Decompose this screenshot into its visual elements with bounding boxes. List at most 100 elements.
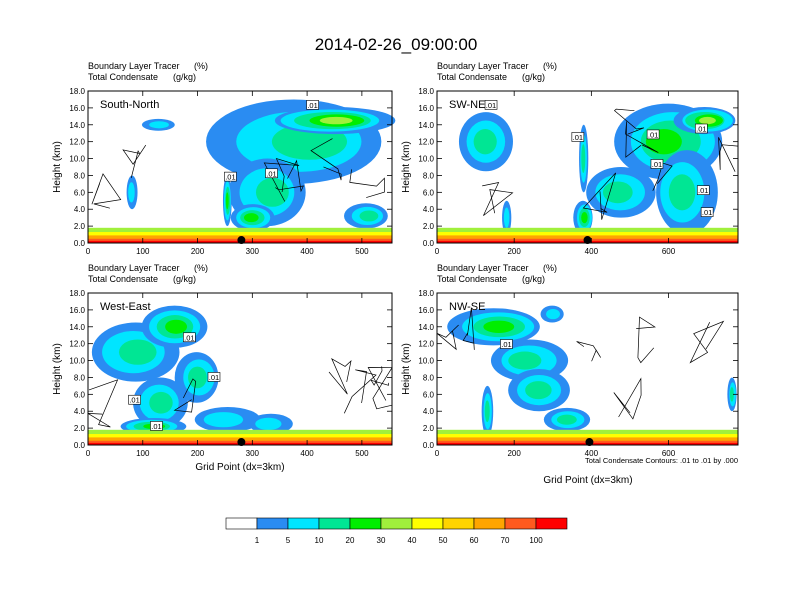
colorbar-swatch: [318, 517, 351, 530]
y-tick-label: 18.0: [418, 87, 434, 96]
y-tick-label: 16.0: [69, 306, 85, 315]
y-tick-label: 10.0: [418, 357, 434, 366]
tracer-shading: [126, 99, 396, 232]
contour-line: [718, 137, 739, 172]
tracer-shading: [458, 103, 736, 235]
contour-label-3: Total Condensate: [88, 274, 158, 284]
y-tick-label: 0.0: [423, 239, 435, 248]
contour-line: [91, 173, 122, 209]
panel-name: West-East: [100, 301, 151, 313]
shading-label-1: Boundary Layer Tracer: [88, 61, 180, 71]
y-tick-label: 18.0: [418, 289, 434, 298]
contour-label: .01: [698, 186, 708, 195]
tracer-cell: [484, 400, 490, 423]
contour-line: [582, 172, 617, 220]
y-tick-label: 4.0: [423, 205, 435, 214]
contour-line: [122, 144, 147, 179]
x-tick-label: 200: [191, 449, 205, 458]
y-tick-label: 12.0: [69, 340, 85, 349]
tracer-cell: [359, 210, 379, 222]
y-axis-label: Height (km): [401, 141, 412, 193]
y-tick-label: 2.0: [423, 222, 435, 231]
plot-frame: [436, 292, 739, 446]
contour-line: [367, 367, 393, 410]
contour-label: .01: [307, 101, 317, 110]
colorbar-swatch: [504, 517, 537, 530]
contour-line: [462, 307, 475, 350]
tracer-cell: [729, 387, 734, 402]
tracer-cell: [165, 319, 188, 334]
tracer-cell: [699, 116, 716, 125]
colorbar-swatch: [287, 517, 320, 530]
y-tick-label: 12.0: [69, 138, 85, 147]
y-tick-label: 10.0: [418, 155, 434, 164]
y-tick-label: 4.0: [74, 205, 86, 214]
contour-line: [689, 320, 725, 364]
x-tick-label: 500: [355, 449, 369, 458]
condensate-contours: [87, 357, 393, 428]
shading-label-3: Boundary Layer Tracer: [88, 263, 180, 273]
y-tick-label: 6.0: [423, 188, 435, 197]
y-tick-label: 8.0: [423, 171, 435, 180]
contour-label-box: [646, 129, 660, 140]
y-tick-label: 10.0: [69, 357, 85, 366]
y-tick-label: 0.0: [74, 239, 86, 248]
tracer-cell: [255, 417, 282, 430]
y-tick-label: 14.0: [418, 323, 434, 332]
y-tick-label: 4.0: [423, 407, 435, 416]
tracer-cell: [149, 391, 173, 414]
tracer-cell: [668, 174, 696, 211]
tracer-cell: [473, 129, 497, 155]
condensate-contours: [482, 108, 739, 220]
y-tick-label: 16.0: [69, 104, 85, 113]
contour-label-1: Total Condensate: [88, 72, 158, 82]
colorbar-label: 100: [529, 536, 543, 545]
contour-line: [482, 182, 514, 216]
contour-line: [613, 108, 645, 135]
colorbar-swatch: [380, 517, 413, 530]
tracer-cell: [128, 182, 135, 203]
contour-label: .01: [486, 101, 496, 110]
colorbar-swatch: [225, 517, 258, 530]
contour-label-box: [224, 171, 237, 182]
contour-line: [576, 341, 601, 362]
panel-headers: Boundary Layer Tracer (%) Total Condensa…: [88, 61, 557, 284]
contour-line: [87, 379, 119, 428]
x-tick-label: 0: [435, 247, 440, 256]
contour-label: .01: [652, 160, 662, 169]
contour-units-2: (g/kg): [522, 72, 545, 82]
contour-label-box: [183, 332, 196, 343]
x-tick-label: 0: [435, 449, 440, 458]
y-tick-label: 16.0: [418, 104, 434, 113]
y-axis-label: Height (km): [401, 343, 412, 395]
contour-label: .01: [573, 133, 583, 142]
contour-label: .01: [209, 373, 219, 382]
contour-line: [436, 324, 459, 351]
contour-label-box: [650, 159, 664, 169]
x-tick-label: 300: [246, 449, 260, 458]
contour-line: [349, 169, 385, 198]
y-tick-label: 12.0: [418, 138, 434, 147]
y-tick-label: 14.0: [418, 121, 434, 130]
colorbar-label: 20: [346, 536, 355, 545]
contour-line: [173, 378, 197, 413]
panel-west-east: .01 .01 .01 .01 West-East 0.0 2.0 4.0 6.0 8.0 10.0…: [52, 289, 393, 458]
contour-label-box: [150, 421, 163, 431]
panel-name: SW-NE: [449, 99, 485, 111]
colorbar-swatch: [473, 517, 506, 530]
x-tick-label: 100: [136, 247, 150, 256]
x-tick-label: 0: [86, 449, 91, 458]
contour-label-box: [695, 123, 708, 134]
figure-title: 2014-02-26_09:00:00: [315, 35, 478, 54]
x-tick-label: 400: [300, 449, 314, 458]
tracer-cell: [225, 192, 229, 210]
y-tick-label: 0.0: [423, 441, 435, 450]
x-tick-label: 600: [662, 449, 676, 458]
colorbar-label: 70: [501, 536, 510, 545]
contour-note: Total Condensate Contours: .01 to .01 by…: [585, 456, 738, 465]
contour-label: .01: [225, 173, 235, 182]
y-tick-label: 8.0: [74, 171, 86, 180]
plot-frame: [87, 292, 393, 446]
contour-label: .01: [501, 340, 511, 349]
y-tick-label: 8.0: [74, 373, 86, 382]
